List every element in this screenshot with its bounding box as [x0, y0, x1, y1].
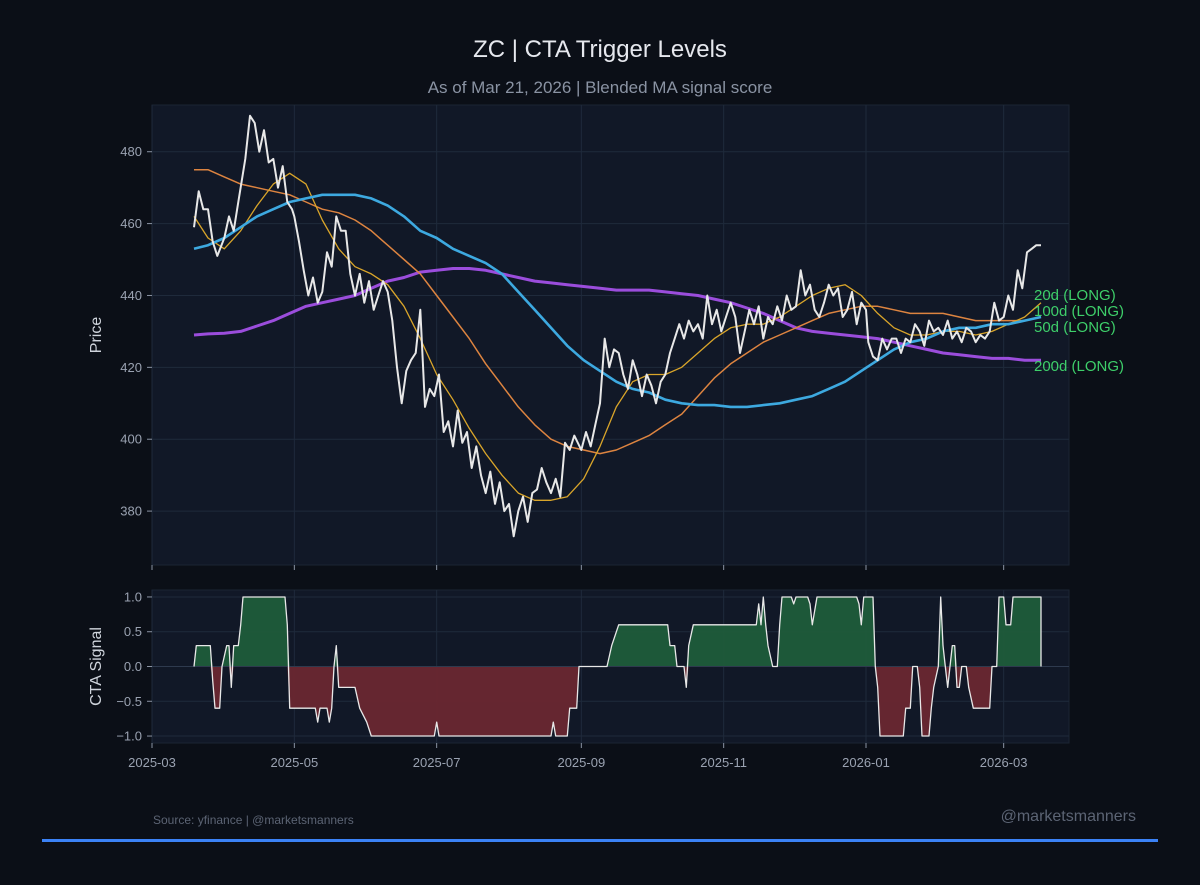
- signal-y-tick-label: 1.0: [124, 589, 142, 604]
- signal-panel: −1.0 −0.5 0.0 0.5 1.0 CTA Signal: [88, 589, 1070, 748]
- signal-y-tick-label: −0.5: [116, 694, 142, 709]
- price-y-tick-label: 380: [120, 504, 142, 519]
- accent-rule: [42, 839, 1158, 842]
- price-y-tick-label: 420: [120, 360, 142, 375]
- signal-line: [193, 596, 1042, 737]
- price-y-axis-label: Price: [88, 317, 105, 354]
- signal-positive-area: [194, 597, 1041, 667]
- signal-y-tick-label: 0.5: [124, 624, 142, 639]
- x-tick-label: 2026-03: [980, 755, 1028, 770]
- watermark: @marketsmanners: [1000, 808, 1136, 825]
- price-y-tick-label: 440: [120, 288, 142, 303]
- price-y-tick-label: 400: [120, 432, 142, 447]
- price-y-tick-label: 460: [120, 216, 142, 231]
- source-note: Source: yfinance | @marketsmanners: [153, 813, 354, 827]
- chart-title: ZC | CTA Trigger Levels: [473, 36, 727, 63]
- x-axis: 2025-03 2025-05 2025-07 2025-09 2025-11 2026-…: [128, 755, 1027, 770]
- x-tick-label: 2026-01: [842, 755, 890, 770]
- end-label-ma200: 200d (LONG): [1034, 358, 1124, 375]
- chart-subtitle: As of Mar 21, 2026 | Blended MA signal s…: [427, 78, 773, 97]
- series-line-price: [193, 114, 1041, 538]
- end-label-ma20: 20d (LONG): [1034, 287, 1116, 304]
- price-y-tick-label: 480: [120, 144, 142, 159]
- x-tick-label: 2025-11: [700, 755, 747, 770]
- x-tick-label: 2025-03: [128, 755, 176, 770]
- signal-y-tick-label: 0.0: [124, 659, 142, 674]
- end-label-ma100: 100d (LONG): [1034, 303, 1124, 320]
- signal-negative-area: [194, 666, 1041, 736]
- series-line-ma100: [194, 168, 1042, 455]
- end-label-ma50: 50d (LONG): [1034, 319, 1116, 336]
- x-tick-label: 2025-09: [557, 755, 605, 770]
- price-panel: 380 400 420 440 460 480 Price 20d (LONG)100d (L…: [88, 104, 1124, 570]
- signal-y-tick-label: −1.0: [116, 729, 142, 744]
- series-line-ma200: [193, 267, 1041, 362]
- x-tick-label: 2025-07: [413, 755, 461, 770]
- signal-y-axis-label: CTA Signal: [88, 627, 105, 706]
- x-tick-label: 2025-05: [270, 755, 318, 770]
